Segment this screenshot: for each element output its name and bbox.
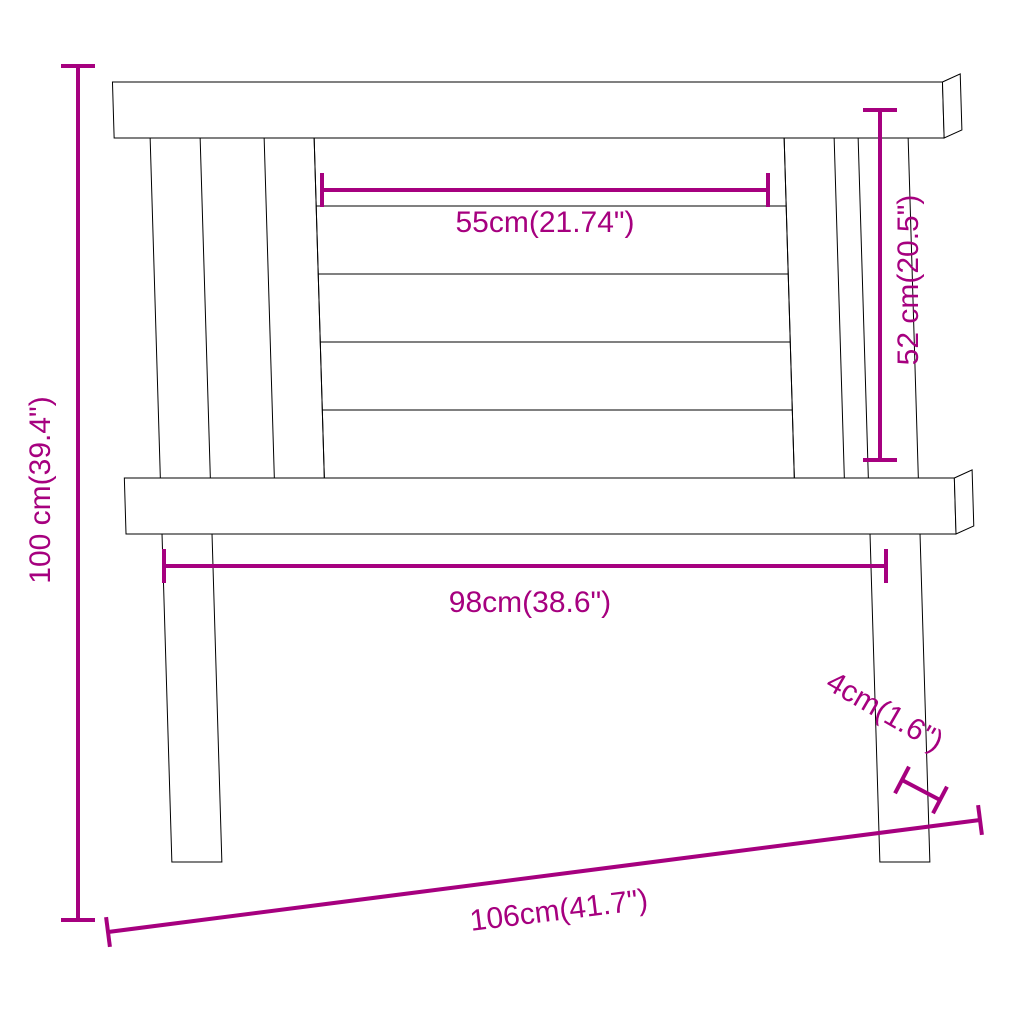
dimension-label: 52 cm(20.5") bbox=[892, 195, 925, 366]
dimension-label: 98cm(38.6") bbox=[449, 586, 611, 619]
dimension-label: 4cm(1.6") bbox=[821, 665, 949, 758]
dimension-label: 100 cm(39.4") bbox=[24, 396, 57, 583]
dimension-label: 55cm(21.74") bbox=[455, 206, 634, 239]
dimension-label: 106cm(41.7") bbox=[468, 883, 650, 938]
